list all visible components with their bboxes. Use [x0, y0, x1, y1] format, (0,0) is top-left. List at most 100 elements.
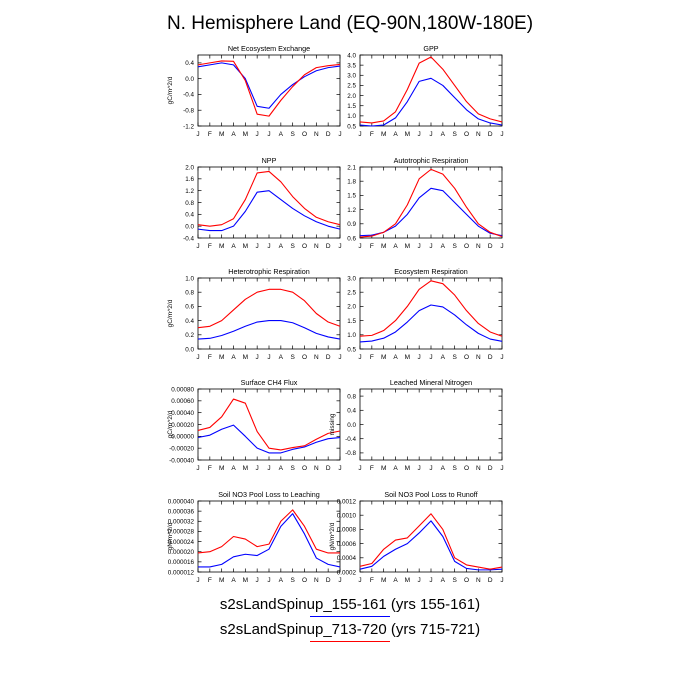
x-tick-label: J: [429, 577, 432, 584]
x-tick-label: A: [441, 577, 446, 584]
y-tick-label: 3.5: [347, 62, 356, 69]
x-tick-label: J: [196, 243, 199, 250]
y-tick-label: 0.00000: [171, 434, 194, 441]
series-line-case2: [197, 398, 341, 451]
x-tick-label: J: [196, 577, 199, 584]
x-tick-label: F: [208, 243, 212, 250]
x-tick-label: N: [314, 465, 319, 472]
x-tick-label: A: [279, 465, 284, 472]
x-tick-label: N: [314, 577, 319, 584]
x-tick-label: A: [279, 354, 284, 361]
x-tick-label: F: [208, 131, 212, 138]
plot-frame: [197, 388, 341, 461]
x-tick-label: M: [381, 243, 386, 250]
y-tick-label: 0.0: [185, 346, 194, 353]
x-tick-label: D: [488, 131, 493, 138]
x-tick-label: M: [243, 354, 248, 361]
x-tick-label: A: [231, 131, 236, 138]
x-tick-label: J: [358, 465, 361, 472]
series-line-case1: [197, 62, 341, 109]
x-tick-label: N: [476, 354, 481, 361]
x-tick-label: O: [302, 577, 307, 584]
x-tick-label: A: [441, 354, 446, 361]
x-tick-label: J: [500, 577, 503, 584]
y-tick-label: 2.0: [347, 93, 356, 100]
x-tick-label: J: [429, 354, 432, 361]
x-tick-label: J: [418, 354, 421, 361]
x-tick-label: M: [243, 465, 248, 472]
series-line-case2: [359, 168, 503, 238]
y-tick-label: -0.4: [183, 92, 194, 99]
x-tick-label: J: [429, 131, 432, 138]
x-tick-label: N: [476, 465, 481, 472]
x-tick-label: F: [370, 131, 374, 138]
x-tick-label: O: [302, 131, 307, 138]
panel-title: Heterotrophic Respiration: [228, 267, 310, 276]
x-tick-label: D: [488, 354, 493, 361]
x-tick-label: A: [279, 577, 284, 584]
x-tick-label: J: [429, 465, 432, 472]
panel-surface-ch4-flux: Surface CH4 Flux 0.00080 0.00060 0.00040 0.0…: [167, 378, 342, 472]
x-tick-label: A: [393, 243, 398, 250]
legend-case2-label: s2sLandSpinup_713-720 (yrs 715-721): [219, 621, 481, 638]
y-tick-label: 0.5: [347, 346, 356, 353]
x-tick-label: J: [418, 577, 421, 584]
y-tick-label: -0.8: [345, 450, 356, 457]
x-tick-label: M: [381, 577, 386, 584]
x-tick-label: J: [267, 354, 270, 361]
x-tick-label: M: [219, 131, 224, 138]
y-tick-label: 2.5: [347, 83, 356, 90]
x-tick-label: N: [314, 243, 319, 250]
plot-frame: [197, 277, 341, 350]
panel-title: NPP: [262, 156, 277, 165]
legend-case1-label: s2sLandSpinup_155-161 (yrs 155-161): [219, 596, 481, 613]
panel-title: Autotrophic Respiration: [394, 156, 469, 165]
y-tick-label: -0.00020: [169, 445, 194, 452]
x-tick-label: M: [405, 465, 410, 472]
x-tick-label: J: [338, 354, 341, 361]
x-tick-label: S: [452, 243, 457, 250]
series-line-case1: [197, 424, 341, 454]
x-tick-label: J: [500, 131, 503, 138]
x-tick-label: J: [256, 131, 259, 138]
y-tick-label: 0.00040: [171, 410, 194, 417]
x-tick-label: A: [393, 577, 398, 584]
x-tick-label: J: [256, 354, 259, 361]
y-tick-label: -0.4: [183, 235, 194, 242]
x-tick-label: M: [405, 577, 410, 584]
y-tick-label: 0.0: [185, 76, 194, 83]
y-tick-label: 0.8: [185, 200, 194, 207]
y-tick-label: 0.0010: [337, 513, 357, 520]
y-tick-label: 1.0: [185, 275, 194, 282]
panel-leached-mineral-nitrogen: Leached Mineral Nitrogen 0.8 0.4 0.0 -0.4 -0.…: [329, 378, 504, 472]
x-tick-label: J: [358, 243, 361, 250]
x-tick-label: J: [358, 354, 361, 361]
y-tick-label: 0.5: [347, 123, 356, 130]
x-tick-label: F: [208, 577, 212, 584]
x-tick-label: S: [452, 577, 457, 584]
y-axis-label: gN/m^2/d: [329, 522, 336, 550]
series-line-case1: [198, 513, 341, 568]
legend-case2: s2sLandSpinup_713-720 (yrs 715-721): [0, 621, 700, 642]
y-tick-label: 0.6: [347, 235, 356, 242]
y-tick-label: 0.4: [185, 60, 194, 67]
x-tick-label: F: [208, 465, 212, 472]
x-tick-label: N: [314, 354, 319, 361]
y-tick-label: -0.00040: [169, 457, 194, 464]
legend-case1-line: [310, 616, 390, 617]
series-line-case1: [197, 190, 341, 232]
x-tick-label: F: [370, 465, 374, 472]
x-tick-label: D: [488, 243, 493, 250]
x-tick-label: M: [381, 131, 386, 138]
y-axis-label: gC/m^2/d: [167, 76, 174, 104]
x-tick-label: D: [488, 465, 493, 472]
x-tick-label: M: [219, 354, 224, 361]
x-tick-label: M: [219, 577, 224, 584]
x-tick-label: A: [231, 577, 236, 584]
x-tick-label: O: [464, 131, 469, 138]
y-tick-label: 4.0: [347, 52, 356, 59]
y-tick-label: 0.000040: [168, 498, 195, 505]
x-tick-label: S: [290, 577, 295, 584]
panel-soil-no3-pool-loss-to-leaching: Soil NO3 Pool Loss to Leaching 0.000040 0.…: [167, 490, 342, 584]
